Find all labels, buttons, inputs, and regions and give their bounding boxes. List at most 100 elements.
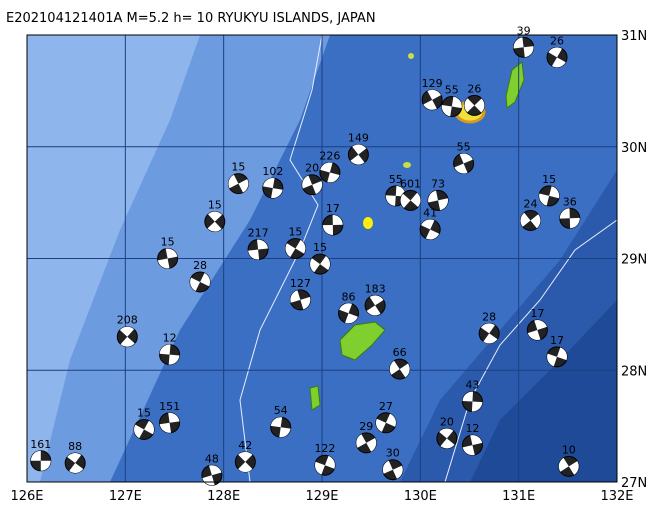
focal-mechanism: 15 <box>204 199 226 233</box>
beachball-dilatation <box>539 186 560 206</box>
beachball-dilatation <box>548 47 566 68</box>
focal-mechanism: 15 <box>227 161 249 195</box>
focal-mechanism: 226 <box>319 149 341 183</box>
focal-mechanism: 43 <box>461 379 483 413</box>
focal-mechanism: 183 <box>364 282 386 316</box>
beachball-dilatation <box>314 455 335 475</box>
depth-label: 26 <box>550 34 564 47</box>
x-tick-label: 132E <box>600 489 633 504</box>
focal-mechanism: 129 <box>421 77 443 111</box>
depth-label: 17 <box>530 307 544 320</box>
beachball-dilatation <box>238 451 253 472</box>
beachball-dilatation <box>375 413 396 432</box>
beachball-dilatation <box>439 428 455 449</box>
beachball-dilatation <box>159 412 180 433</box>
beachball-dilatation <box>67 453 84 473</box>
x-tick-label: 129E <box>305 489 338 504</box>
focal-mechanism: 149 <box>347 132 369 166</box>
focal-mechanism: 10 <box>558 443 580 477</box>
focal-mechanism: 122 <box>314 442 336 476</box>
beachball-dilatation <box>202 465 222 486</box>
y-tick-label: 27N <box>621 476 647 491</box>
depth-label: 12 <box>465 422 479 435</box>
depth-label: 86 <box>342 290 356 303</box>
depth-label: 12 <box>163 332 177 345</box>
depth-label: 41 <box>423 206 437 219</box>
beachball-dilatation <box>228 174 249 193</box>
focal-mechanism: 17 <box>526 307 548 341</box>
depth-label: 15 <box>231 161 245 174</box>
focal-mechanism: 39 <box>513 24 535 58</box>
focal-mechanism: 55 <box>453 141 475 175</box>
title: E202104121401A M=5.2 h= 10 RYUKYU ISLAND… <box>6 11 376 26</box>
beachball-dilatation <box>290 290 311 310</box>
x-tick-label: 130E <box>404 489 437 504</box>
depth-label: 208 <box>117 314 138 327</box>
depth-label: 28 <box>482 310 496 323</box>
depth-label: 15 <box>313 241 327 254</box>
depth-label: 27 <box>379 400 393 413</box>
focal-mechanism: 151 <box>159 400 181 434</box>
depth-label: 39 <box>517 24 531 37</box>
depth-label: 48 <box>205 452 219 465</box>
beachball-dilatation <box>248 239 268 260</box>
beachball-dilatation <box>385 185 406 206</box>
focal-mechanism: 12 <box>461 422 483 456</box>
focal-mechanism: 127 <box>289 277 311 311</box>
depth-label: 149 <box>348 132 369 145</box>
beachball-dilatation <box>520 212 541 229</box>
focal-mechanism: 601 <box>400 177 421 211</box>
depth-label: 102 <box>262 165 283 178</box>
beachball-dilatation <box>462 391 483 412</box>
beachball-dilatation <box>270 417 291 438</box>
focal-mechanism: 73 <box>427 177 449 211</box>
beachball-dilatation <box>559 208 580 229</box>
focal-mechanism: 15 <box>284 225 306 259</box>
beachball-dilatation <box>157 248 178 269</box>
beachball-dilatation <box>322 214 343 236</box>
focal-mechanism: 48 <box>201 452 223 486</box>
depth-label: 15 <box>208 199 222 212</box>
beachball-dilatation <box>119 326 135 347</box>
depth-label: 28 <box>193 259 207 272</box>
focal-mechanism: 28 <box>478 310 500 344</box>
y-tick-label: 30N <box>621 141 647 156</box>
beachball-dilatation <box>159 344 180 365</box>
beachball-dilatation <box>428 190 449 211</box>
depth-label: 217 <box>248 227 269 240</box>
beachball-dilatation <box>310 256 331 273</box>
focal-mechanism: 217 <box>247 227 269 261</box>
depth-label: 127 <box>290 277 311 290</box>
map-frame <box>26 34 618 483</box>
focal-mechanism: 17 <box>322 202 344 236</box>
depth-label: 151 <box>159 400 180 413</box>
beachball-dilatation <box>513 37 534 58</box>
focal-mechanism: 26 <box>463 82 485 116</box>
x-tick-label: 128E <box>207 489 240 504</box>
focal-mechanism: 41 <box>419 206 441 240</box>
beachball-dilatation <box>366 295 384 316</box>
beachball-dilatation <box>421 219 440 240</box>
depth-label: 17 <box>550 334 564 347</box>
x-tick-label: 127E <box>109 489 142 504</box>
focal-mechanism: 208 <box>116 314 138 348</box>
depth-label: 183 <box>365 282 386 295</box>
depth-label: 54 <box>274 404 288 417</box>
y-tick-label: 29N <box>621 253 647 268</box>
beachball-dilatation <box>356 434 377 452</box>
focal-mechanism: 27 <box>375 400 397 434</box>
focal-mechanism: 29 <box>355 420 377 454</box>
depth-label: 73 <box>431 177 445 190</box>
focal-mechanism: 12 <box>159 332 181 366</box>
depth-label: 15 <box>161 236 175 249</box>
beachball-dilatation <box>320 162 340 183</box>
focal-mechanism: 15 <box>538 173 560 207</box>
depth-label: 26 <box>467 82 481 95</box>
depth-label: 20 <box>440 415 454 428</box>
focal-mechanism: 54 <box>270 404 292 438</box>
beachball-dilatation <box>339 303 358 324</box>
beachball-dilatation <box>30 450 51 471</box>
beachball-dilatation <box>263 178 283 199</box>
beachball-dilatation <box>464 98 485 113</box>
